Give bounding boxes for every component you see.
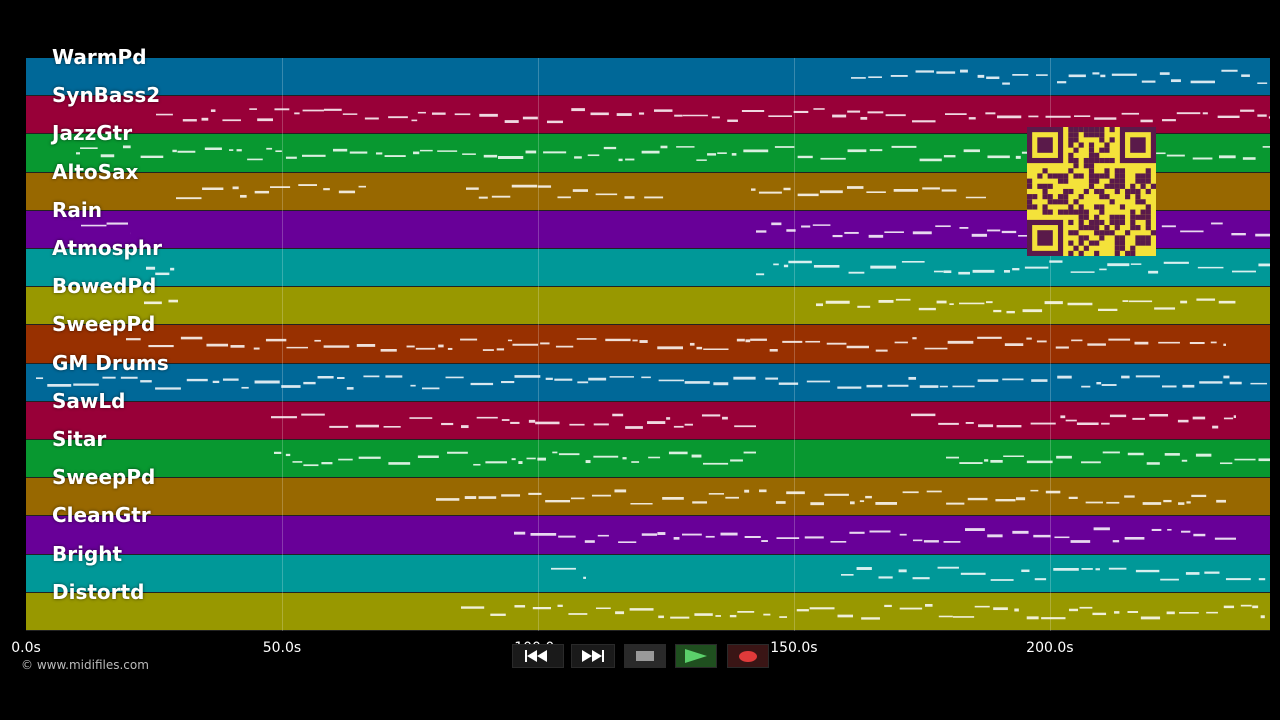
- track-lane[interactable]: [26, 478, 1270, 517]
- play-icon: [685, 649, 707, 663]
- time-tick-label: 0.0s: [11, 640, 41, 656]
- play-button[interactable]: [675, 644, 717, 668]
- track-label: SweepPd: [52, 465, 156, 490]
- stop-button[interactable]: [624, 644, 666, 668]
- track-label: Rain: [52, 197, 102, 222]
- track-label: AltoSax: [52, 159, 139, 184]
- track-label: Distortd: [52, 579, 145, 604]
- track-lane[interactable]: [26, 58, 1270, 97]
- time-tick-label: 200.0s: [1026, 640, 1074, 656]
- rewind-button[interactable]: [512, 644, 564, 668]
- record-button[interactable]: [727, 644, 769, 668]
- track-lane[interactable]: [26, 440, 1270, 479]
- time-gridline: [537, 58, 539, 631]
- copyright-text: © www.midifiles.com: [21, 658, 149, 672]
- track-label: GM Drums: [52, 350, 169, 375]
- track-label: Bright: [52, 541, 123, 566]
- track-lane[interactable]: [26, 325, 1270, 364]
- time-tick-label: 150.0s: [770, 640, 818, 656]
- note-overlay: [36, 69, 1270, 620]
- rewind-icon: [525, 650, 547, 662]
- track-lane[interactable]: [26, 363, 1270, 402]
- time-tick-label: 50.0s: [262, 640, 302, 656]
- track-label: SawLd: [52, 388, 126, 413]
- track-label: BowedPd: [52, 274, 157, 299]
- time-gridline: [793, 58, 795, 631]
- time-gridline: [1049, 58, 1051, 631]
- fast-forward-icon: [582, 650, 604, 662]
- track-label: JazzGtr: [52, 121, 133, 146]
- fast-forward-button[interactable]: [571, 644, 615, 668]
- track-label: SynBass2: [52, 83, 161, 108]
- qr-code-image: [1027, 127, 1156, 256]
- track-label: CleanGtr: [52, 503, 151, 528]
- track-lane[interactable]: [26, 287, 1270, 326]
- record-icon: [739, 650, 757, 662]
- time-gridline: [281, 58, 283, 631]
- track-lane[interactable]: [26, 516, 1270, 555]
- track-label: SweepPd: [52, 312, 156, 337]
- track-label: WarmPd: [52, 45, 147, 69]
- track-label: Sitar: [52, 427, 107, 451]
- track-lane[interactable]: [26, 401, 1270, 440]
- stop-icon: [636, 651, 654, 661]
- track-label: Atmosphr: [52, 236, 162, 260]
- track-lane[interactable]: [26, 554, 1270, 593]
- track-lane[interactable]: [26, 592, 1270, 631]
